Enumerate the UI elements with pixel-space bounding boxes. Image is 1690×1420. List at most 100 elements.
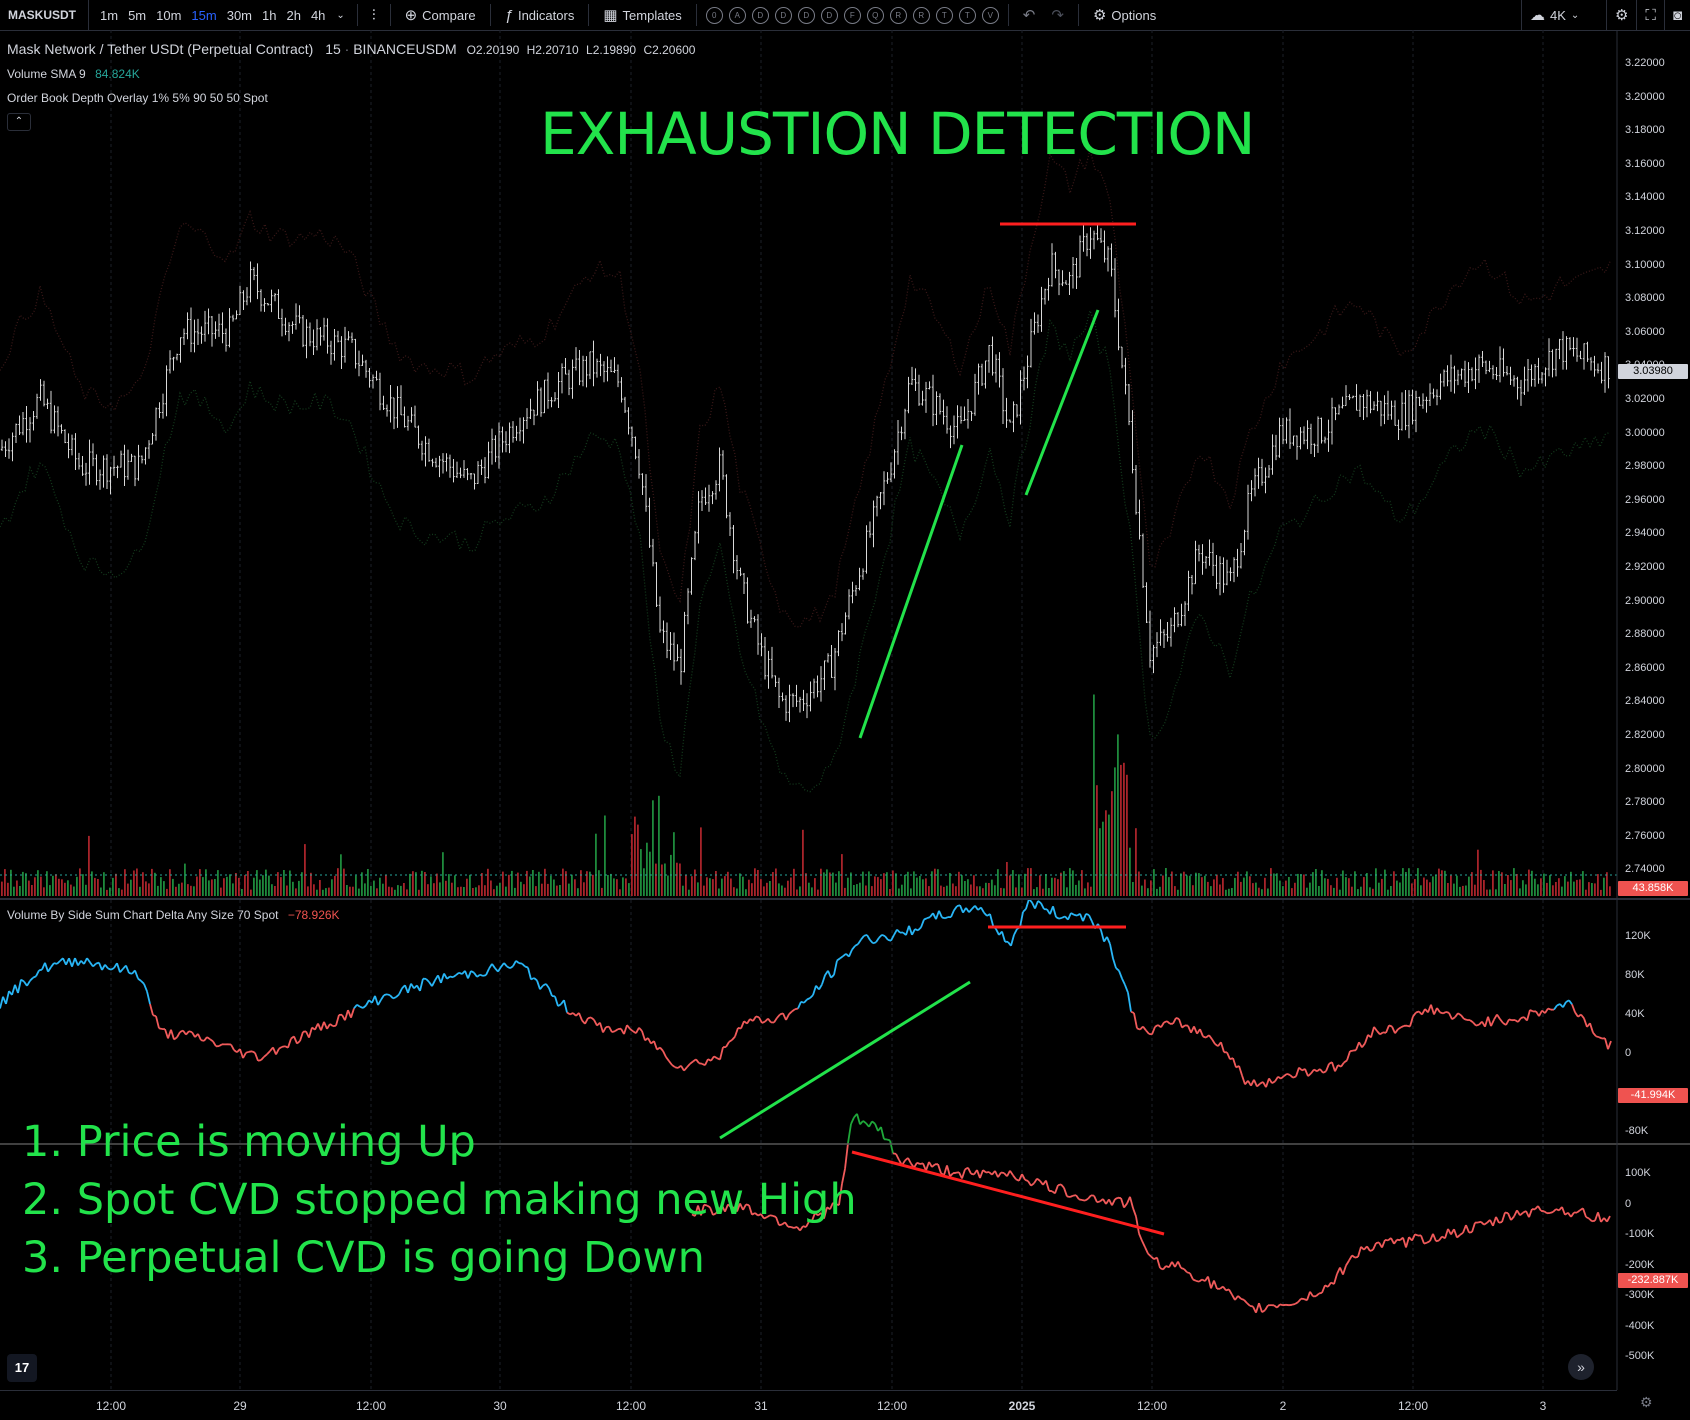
timeframe-30m[interactable]: 30m: [222, 8, 257, 23]
volume-bar: [877, 877, 879, 896]
options-button[interactable]: ⚙ Options: [1085, 6, 1164, 24]
cvd-segment: [1275, 1077, 1278, 1082]
cvd-segment: [1320, 1069, 1323, 1073]
volume-bar: [289, 871, 291, 897]
drawing-shortcut-icon[interactable]: D: [775, 7, 792, 24]
cvd-segment: [672, 1065, 675, 1067]
volume-bar: [1045, 874, 1047, 896]
orderbook-legend[interactable]: Order Book Depth Overlay 1% 5% 90 50 50 …: [7, 91, 268, 105]
timeframe-1m[interactable]: 1m: [95, 8, 123, 23]
volume-bar: [70, 885, 72, 896]
drawing-shortcut-icon[interactable]: F: [844, 7, 861, 24]
cvd-segment: [1223, 1287, 1226, 1291]
cvd-segment: [1488, 1017, 1491, 1026]
volume-bar: [811, 887, 813, 896]
cvd-segment: [1608, 1041, 1611, 1049]
axis-settings-icon[interactable]: ⚙: [1640, 1394, 1653, 1411]
cvd-segment: [336, 1015, 339, 1026]
drawing-shortcut-icon[interactable]: 0: [706, 7, 723, 24]
candle-type-icon[interactable]: ⫶: [372, 7, 376, 24]
volume-bar: [661, 865, 663, 897]
timeframe-5m[interactable]: 5m: [123, 8, 151, 23]
fullscreen-button[interactable]: ⛶: [1636, 0, 1664, 30]
axis-tick-label: 3.00000: [1625, 427, 1665, 439]
volume-bar: [1450, 876, 1452, 896]
screenshot-button[interactable]: ◙: [1664, 0, 1690, 30]
cvd-segment: [1214, 1281, 1217, 1289]
cvd-segment: [408, 984, 411, 993]
main-legend[interactable]: Mask Network / Tether USDt (Perpetual Co…: [7, 41, 699, 57]
undo-icon[interactable]: ↶: [1023, 6, 1036, 24]
cvd-segment: [924, 918, 927, 919]
volume-bar: [232, 883, 234, 896]
timeframe-4h[interactable]: 4h: [306, 8, 330, 23]
close-value: C2.20600: [643, 43, 695, 57]
cvd-legend[interactable]: Volume By Side Sum Chart Delta Any Size …: [7, 908, 340, 922]
perp-trend-line: [852, 1152, 1164, 1234]
resolution-button[interactable]: ☁ 4K ⌄: [1521, 0, 1606, 30]
cvd-segment: [1529, 1209, 1532, 1217]
cvd-segment: [1508, 1213, 1511, 1220]
cvd-segment: [1452, 1017, 1455, 1019]
cvd-segment: [573, 1013, 576, 1016]
volume-bar: [862, 872, 864, 896]
volume-bar: [1024, 874, 1026, 896]
timeframe-1h[interactable]: 1h: [257, 8, 281, 23]
redo-icon[interactable]: ↷: [1051, 6, 1064, 24]
compare-button[interactable]: ⊕ Compare: [397, 6, 484, 24]
cvd-segment: [1209, 1035, 1212, 1039]
volume-bar: [1291, 888, 1293, 896]
drawing-shortcut-icon[interactable]: R: [913, 7, 930, 24]
chevron-down-icon[interactable]: ⌄: [336, 10, 344, 21]
drawing-shortcut-icon[interactable]: A: [729, 7, 746, 24]
cvd-segment: [519, 963, 522, 964]
drawing-shortcut-icon[interactable]: T: [959, 7, 976, 24]
cvd-segment: [1178, 1262, 1181, 1269]
drawing-shortcut-icon[interactable]: D: [752, 7, 769, 24]
time-tick-label: 30: [493, 1399, 506, 1413]
volume-bar: [142, 872, 144, 896]
axis-tick-label: 3.02000: [1625, 393, 1665, 405]
cvd-segment: [567, 1013, 570, 1015]
drawing-shortcut-icon[interactable]: D: [798, 7, 815, 24]
cvd-segment: [711, 1056, 714, 1060]
volume-bar: [889, 889, 891, 896]
timeframe-15m[interactable]: 15m: [186, 8, 221, 23]
drawing-shortcut-icon[interactable]: D: [821, 7, 838, 24]
drawing-shortcut-icon[interactable]: T: [936, 7, 953, 24]
volume-bar: [1249, 876, 1251, 896]
open-value: O2.20190: [467, 43, 520, 57]
drawing-shortcut-icon[interactable]: R: [890, 7, 907, 24]
cvd-segment: [1139, 1234, 1142, 1241]
volume-bar: [1261, 889, 1263, 896]
cvd-segment: [267, 1051, 270, 1054]
volume-bar: [94, 878, 96, 896]
collapse-legend-button[interactable]: ⌃: [7, 113, 31, 131]
symbol-search-button[interactable]: MASKUSDT: [0, 0, 89, 30]
templates-button[interactable]: ▦ Templates: [595, 6, 689, 24]
cvd-segment: [1493, 1217, 1496, 1226]
drawing-shortcut-icon[interactable]: V: [982, 7, 999, 24]
volume-bar: [445, 881, 447, 896]
cvd-segment: [1250, 1306, 1253, 1307]
cvd-segment: [1509, 1019, 1512, 1020]
volume-sma-legend[interactable]: Volume SMA 9 84.824K: [7, 67, 140, 81]
timeframe-10m[interactable]: 10m: [151, 8, 186, 23]
cvd-segment: [1083, 914, 1086, 921]
cvd-segment: [321, 1022, 324, 1031]
cvd-segment: [1373, 1243, 1376, 1250]
cvd-segment: [951, 910, 954, 917]
scroll-to-realtime-button[interactable]: »: [1568, 1354, 1594, 1380]
volume-bar: [1069, 868, 1071, 896]
timeframe-2h[interactable]: 2h: [281, 8, 305, 23]
indicators-button[interactable]: ƒ Indicators: [497, 7, 583, 24]
drawing-shortcut-icon[interactable]: Q: [867, 7, 884, 24]
cvd-segment: [1347, 1051, 1350, 1060]
tradingview-logo[interactable]: 17: [7, 1354, 37, 1382]
volume-bar: [832, 873, 834, 896]
settings-button[interactable]: ⚙: [1606, 0, 1636, 30]
